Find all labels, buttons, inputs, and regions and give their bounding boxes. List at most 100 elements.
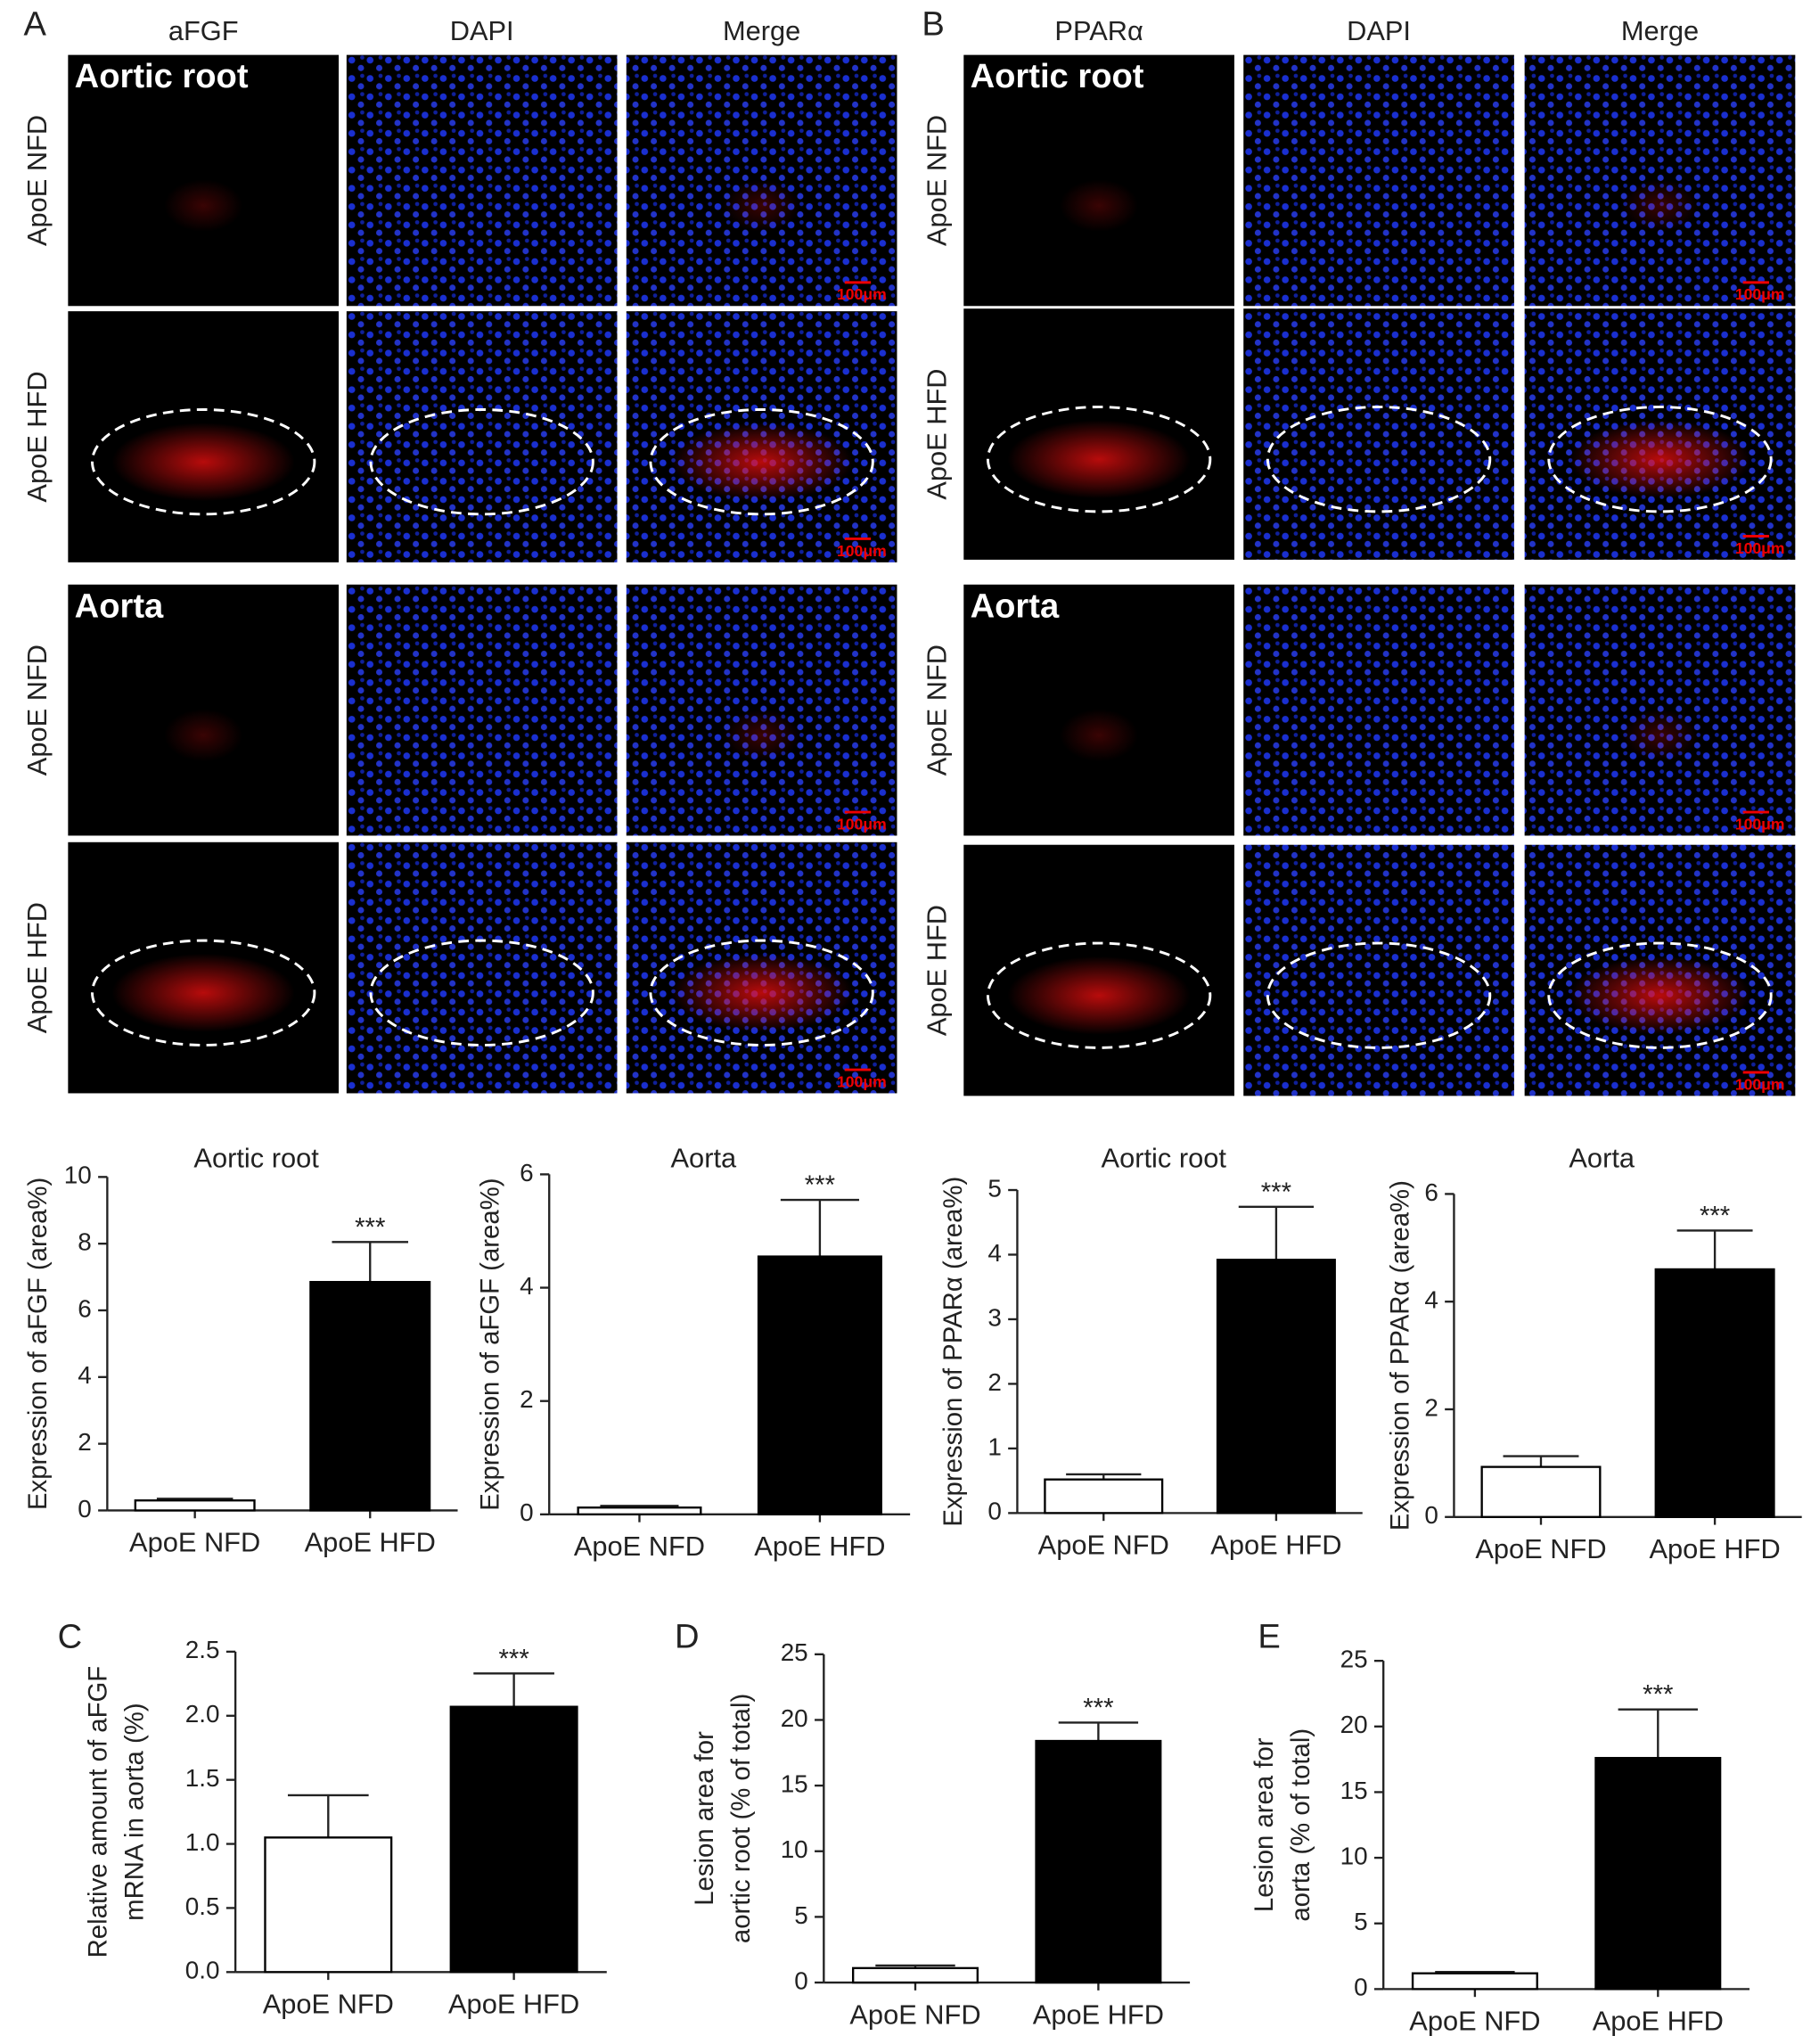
red-stain (1060, 709, 1139, 762)
row-label: ApoE NFD (922, 115, 953, 246)
y-tick-label: 0 (520, 1498, 534, 1526)
y-tick-label: 6 (1424, 1178, 1438, 1206)
y-tick-label: 0 (987, 1498, 1002, 1525)
section-label: Aortic root (971, 57, 1144, 95)
bar (309, 1281, 431, 1512)
chart-title: Aorta (671, 1142, 737, 1173)
row-label: ApoE NFD (21, 644, 53, 776)
x-tick-label: ApoE NFD (849, 1999, 980, 2030)
lesion-outline (1547, 406, 1773, 513)
bar (1044, 1478, 1164, 1515)
error-bar (1238, 1205, 1315, 1260)
y-axis-label: Expression of PPARα (area%) (1385, 1180, 1414, 1531)
bar (1411, 1972, 1538, 1991)
x-tick-label: ApoE HFD (305, 1527, 436, 1558)
bar (577, 1506, 702, 1516)
y-tick-label: 2 (78, 1428, 92, 1456)
panel-label: D (675, 1617, 700, 1655)
y-tick-label: 10 (1340, 1842, 1368, 1869)
y-axis-label: aorta (% of total) (1286, 1728, 1315, 1922)
y-axis-label: Lesion area for (690, 1731, 719, 1906)
bar (1594, 1756, 1722, 1991)
x-tick-label: ApoE HFD (448, 1989, 579, 2020)
red-stain (722, 709, 801, 762)
lesion-outline (1547, 941, 1773, 1049)
chart-title: Aortic root (193, 1142, 319, 1173)
lesion-outline (91, 939, 316, 1047)
x-tick-label: ApoE NFD (574, 1531, 705, 1562)
red-stain (1568, 420, 1752, 499)
panel-label: E (1258, 1617, 1280, 1655)
y-axis-label: mRNA in aorta (%) (119, 1703, 149, 1920)
y-tick-label: 0 (1354, 1974, 1368, 2001)
y-tick-label: 15 (781, 1769, 808, 1797)
micrograph (1243, 54, 1514, 307)
x-tick-label: ApoE HFD (1593, 2006, 1724, 2037)
section-label: Aorta (75, 587, 164, 625)
y-tick-label: 2.5 (185, 1636, 220, 1663)
error-bar (332, 1241, 409, 1283)
bar (134, 1499, 256, 1512)
micrograph (346, 841, 618, 1094)
significance: *** (1643, 1680, 1673, 1710)
y-tick-label: 0.0 (185, 1957, 220, 1984)
error-bar (1058, 1721, 1139, 1742)
micrograph (346, 311, 618, 562)
y-axis-label: Lesion area for (1250, 1737, 1279, 1912)
significance: *** (1083, 1693, 1113, 1722)
error-bar (287, 1794, 369, 1838)
significance: *** (1700, 1202, 1730, 1231)
bar (1480, 1465, 1602, 1518)
significance: *** (355, 1212, 385, 1242)
y-tick-label: 25 (781, 1638, 808, 1666)
y-tick-label: 15 (1340, 1777, 1368, 1804)
scale-bar-label: 100μm (1735, 539, 1785, 557)
y-tick-label: 4 (520, 1272, 534, 1300)
scale-bar-label: 100μm (1735, 285, 1785, 303)
x-tick-label: ApoE HFD (1650, 1533, 1781, 1564)
y-axis-label: aortic root (% of total) (726, 1694, 756, 1943)
y-tick-label: 4 (78, 1361, 92, 1389)
significance: *** (498, 1644, 529, 1673)
y-tick-label: 0 (78, 1495, 92, 1523)
y-tick-label: 6 (78, 1294, 92, 1322)
micrograph (346, 584, 618, 836)
red-stain (164, 179, 243, 232)
column-header: Merge (1621, 15, 1699, 46)
y-tick-label: 8 (78, 1228, 92, 1256)
error-bar (1676, 1229, 1753, 1269)
row-label: ApoE HFD (21, 902, 53, 1033)
chart-title: Aorta (1569, 1142, 1635, 1173)
x-tick-label: ApoE HFD (1033, 1999, 1164, 2030)
y-axis-label: Expression of PPARα (area%) (938, 1177, 968, 1527)
red-stain (669, 423, 854, 502)
y-tick-label: 6 (520, 1159, 534, 1186)
chart-title: Aortic root (1102, 1142, 1227, 1173)
bar (1035, 1739, 1162, 1984)
bar (851, 1966, 979, 1984)
column-header: DAPI (1347, 15, 1411, 46)
y-tick-label: 4 (987, 1239, 1002, 1267)
section-label: Aorta (971, 587, 1060, 625)
lesion-outline (986, 941, 1212, 1049)
error-bar (1618, 1708, 1698, 1759)
lesion-outline (1266, 941, 1492, 1049)
error-bar (780, 1198, 859, 1257)
column-header: DAPI (450, 15, 514, 46)
red-stain (111, 953, 295, 1032)
y-tick-label: 4 (1424, 1286, 1438, 1314)
error-bar (1503, 1455, 1579, 1467)
y-tick-label: 5 (794, 1901, 808, 1929)
scale-bar-label: 100μm (837, 542, 887, 560)
row-label: ApoE NFD (21, 115, 53, 246)
y-tick-label: 2 (987, 1368, 1002, 1396)
bar (449, 1705, 578, 1974)
red-stain (1620, 709, 1700, 762)
red-stain (1060, 179, 1139, 232)
scale-bar-label: 100μm (1735, 1075, 1785, 1093)
y-tick-label: 10 (64, 1162, 92, 1189)
y-tick-label: 5 (1354, 1908, 1368, 1935)
row-label: ApoE HFD (922, 368, 953, 499)
y-tick-label: 0 (794, 1966, 808, 1994)
panel-label: A (23, 4, 46, 43)
